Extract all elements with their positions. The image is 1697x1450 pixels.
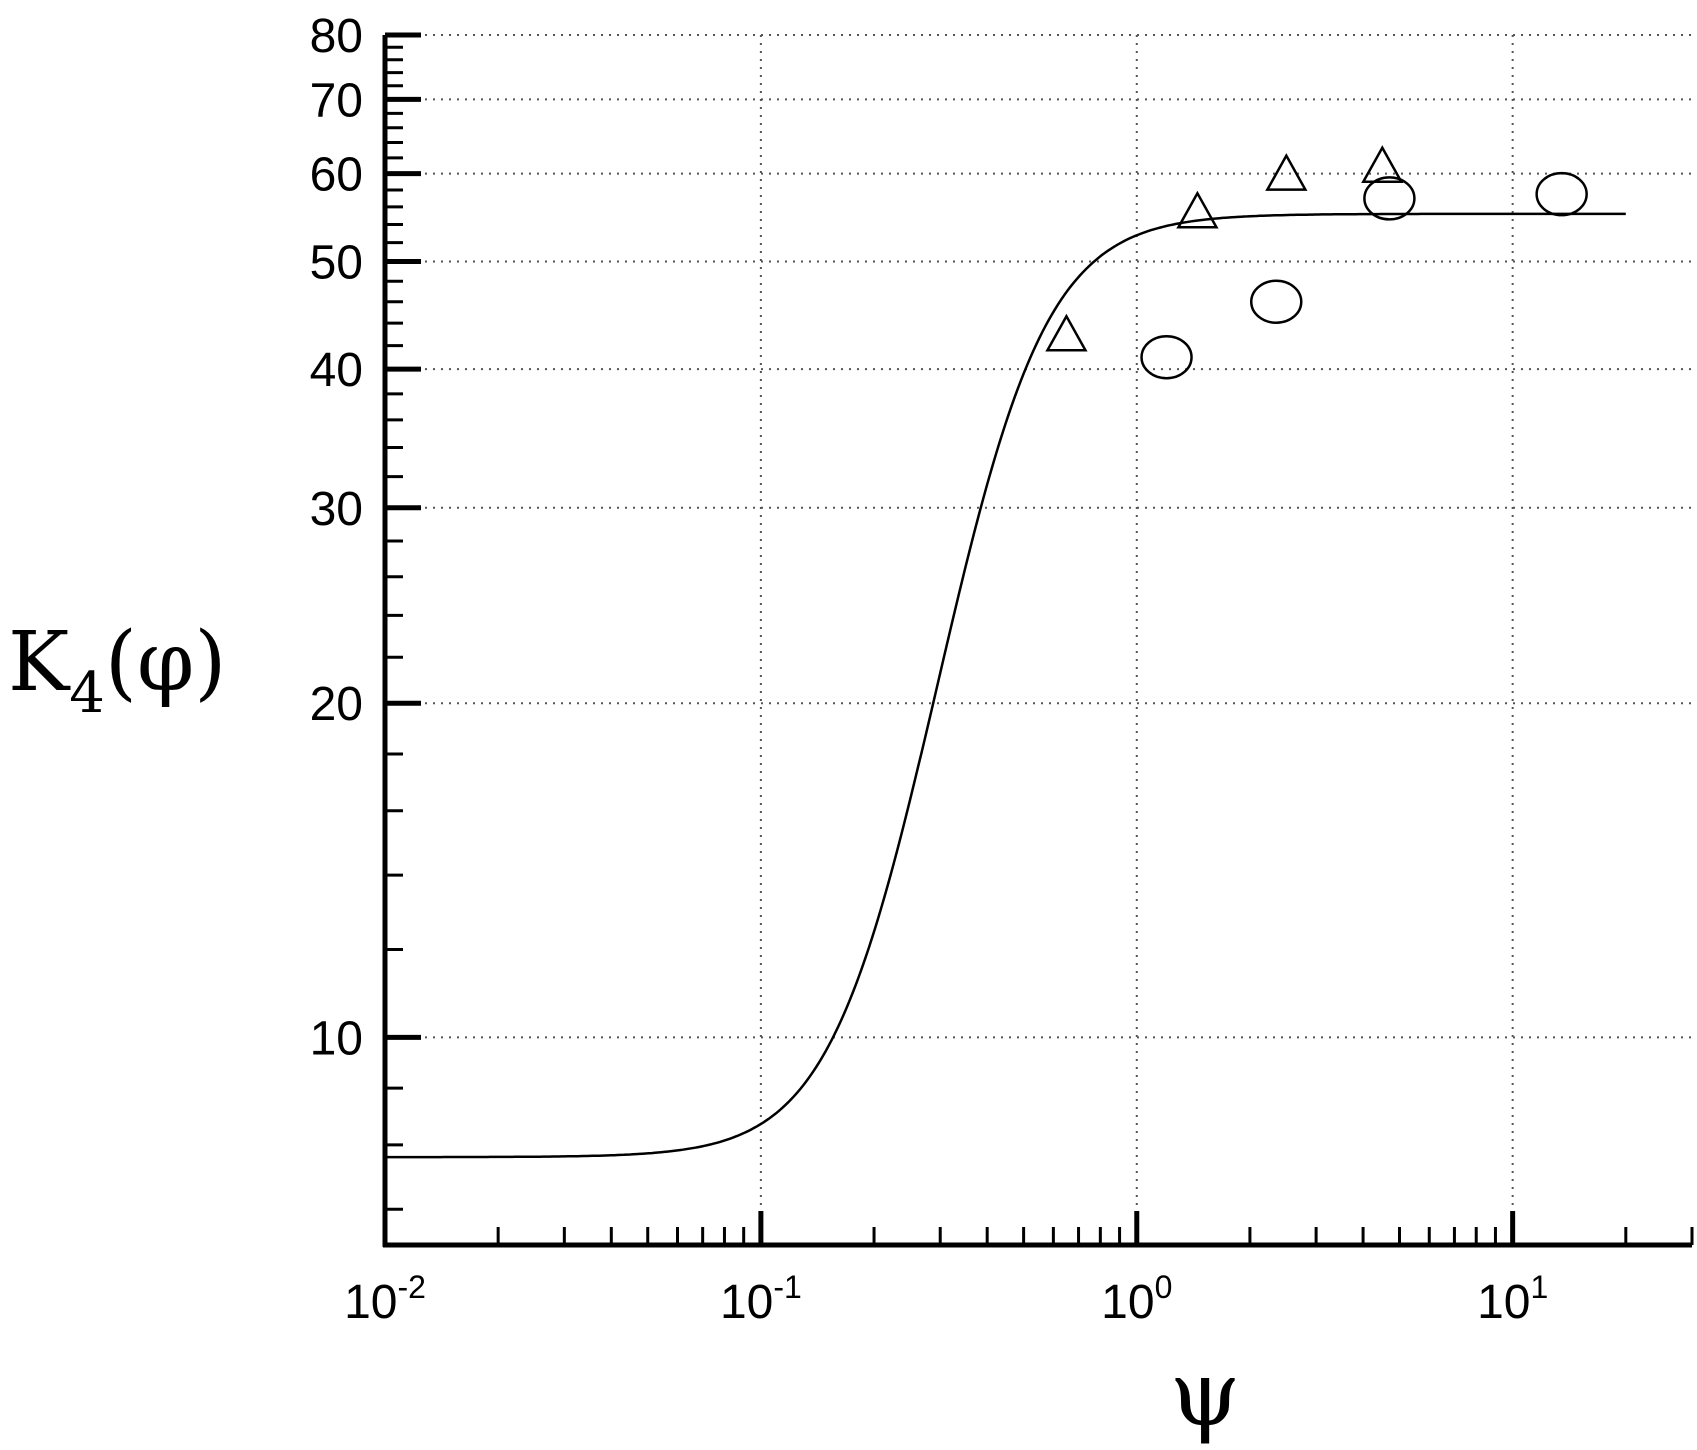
x-tick-label: 101 xyxy=(1477,1269,1548,1329)
triangle-point xyxy=(1361,145,1404,183)
triangle-point xyxy=(1176,190,1219,229)
y-tick-label: 50 xyxy=(310,237,363,290)
circle-point xyxy=(1140,334,1193,380)
triangle-point xyxy=(1045,313,1088,352)
circle-point xyxy=(1363,176,1416,221)
x-tick-label-exponent: 1 xyxy=(1530,1269,1548,1305)
y-tick-label: 60 xyxy=(310,149,363,202)
x-tick-label: 10-1 xyxy=(720,1269,802,1329)
fit-curve xyxy=(385,212,1626,1159)
circle-point xyxy=(1250,279,1303,324)
x-axis-title: ψ xyxy=(1170,1342,1241,1447)
y-tick-label: 10 xyxy=(310,1012,363,1065)
tick-marks xyxy=(382,32,1694,1245)
series xyxy=(385,145,1626,1159)
triangle-point xyxy=(1265,153,1308,191)
axes xyxy=(382,35,1692,1248)
x-tick-label-base: 10 xyxy=(1101,1276,1154,1329)
y-axis-title: K4(φ) xyxy=(8,615,226,726)
y-tick-label: 20 xyxy=(310,678,363,731)
x-tick-label-base: 10 xyxy=(344,1276,397,1329)
x-tick-label: 100 xyxy=(1101,1269,1172,1329)
y-tick-label: 70 xyxy=(310,74,363,127)
circle-point xyxy=(1535,171,1588,217)
y-tick-label: 30 xyxy=(310,483,363,536)
x-tick-label-exponent: -2 xyxy=(397,1269,425,1305)
axis-titles: ψ K4(φ) xyxy=(8,615,1240,1447)
x-tick-label-base: 10 xyxy=(720,1276,773,1329)
x-tick-label: 10-2 xyxy=(344,1269,426,1329)
y-axis-title-main: K xyxy=(8,615,71,710)
x-tick-label-base: 10 xyxy=(1477,1276,1530,1329)
y-tick-label: 40 xyxy=(310,344,363,397)
y-axis-title-subscript: 4 xyxy=(69,661,105,726)
x-tick-label-exponent: -1 xyxy=(773,1269,801,1305)
grid-lines xyxy=(385,34,1692,1245)
x-tick-label-exponent: 0 xyxy=(1155,1269,1173,1305)
y-axis-title-tail: (φ) xyxy=(105,615,226,710)
y-tick-label: 80 xyxy=(310,10,363,63)
